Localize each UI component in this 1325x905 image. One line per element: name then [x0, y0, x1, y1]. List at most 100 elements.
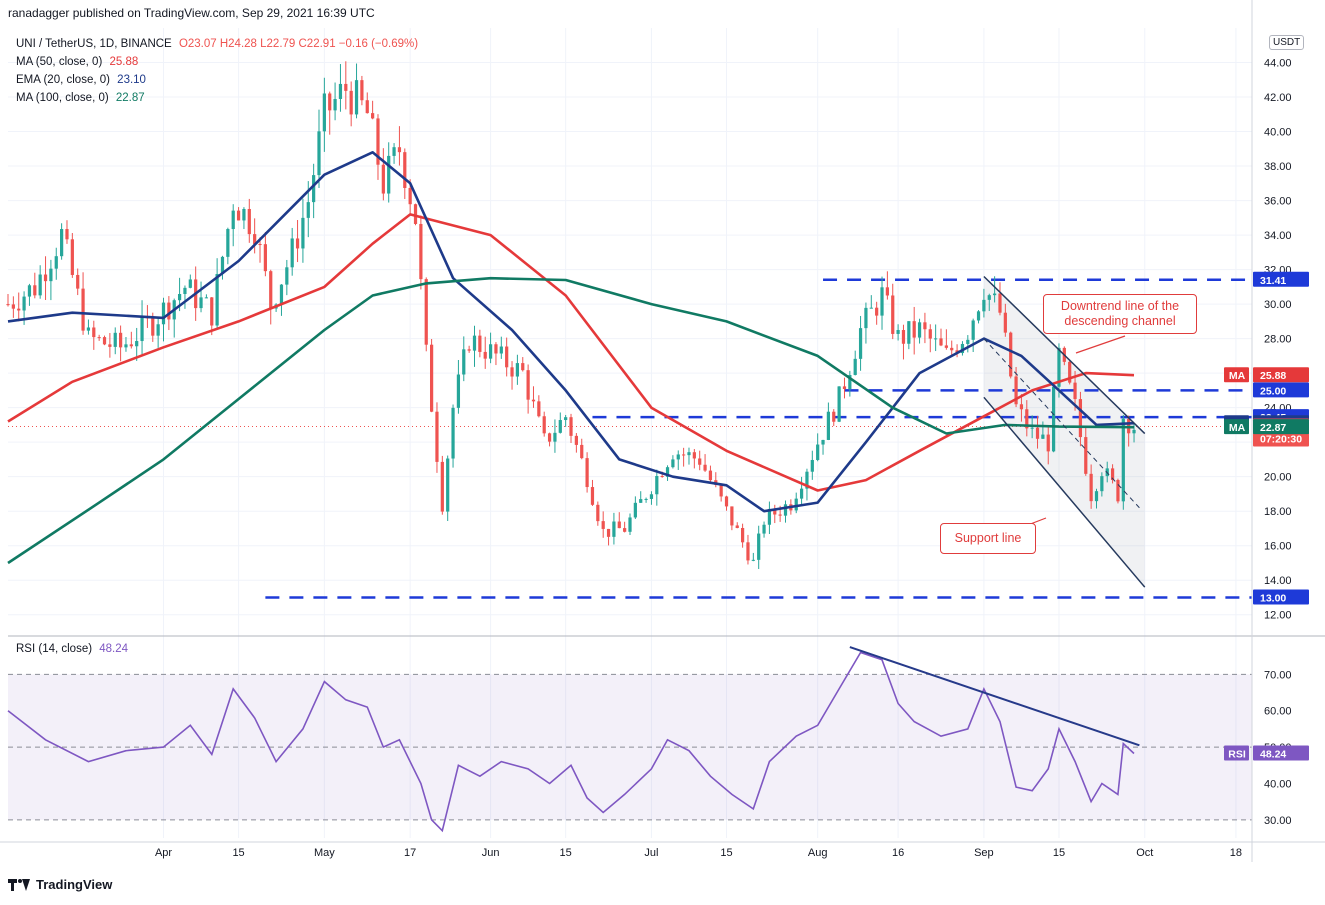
- x-tick-label: Jun: [482, 847, 500, 859]
- candle-body: [606, 528, 611, 537]
- level-tag-bg: [1253, 589, 1309, 605]
- candle-body: [494, 344, 498, 354]
- candle-body: [451, 407, 455, 459]
- candle-body: [413, 204, 418, 224]
- candle-body: [456, 374, 461, 408]
- currency-badge[interactable]: USDT: [1269, 35, 1305, 50]
- candle-body: [671, 459, 675, 468]
- candle-body: [65, 229, 69, 240]
- candle-body: [140, 316, 144, 342]
- candle-body: [644, 498, 648, 500]
- candle-body: [151, 318, 155, 336]
- y-tick-label: 40.00: [1264, 127, 1292, 139]
- candle-body: [183, 287, 187, 294]
- price-tag-tag: MA: [1229, 422, 1246, 434]
- candle-body: [290, 238, 294, 268]
- annotation-support[interactable]: Support line: [940, 523, 1036, 554]
- candle-body: [848, 374, 852, 389]
- candle-body: [188, 279, 192, 288]
- candle-body: [161, 302, 166, 325]
- candle-body: [510, 367, 514, 377]
- candle-body: [1110, 468, 1115, 480]
- candle-body: [301, 217, 305, 249]
- candle-body: [564, 417, 568, 421]
- candle-body: [826, 411, 831, 440]
- candle-body: [515, 363, 520, 377]
- candle-body: [1121, 418, 1125, 502]
- candle-body: [558, 420, 562, 433]
- candle-body: [617, 521, 621, 529]
- candle-body: [960, 343, 965, 354]
- candle-body: [816, 444, 820, 460]
- x-tick-label: Apr: [155, 847, 172, 859]
- x-tick-label: Sep: [974, 847, 994, 859]
- candle-body: [295, 238, 300, 249]
- candle-body: [17, 308, 21, 311]
- price-tag: 22.87 MA: [1224, 419, 1309, 435]
- legend-ma100-row[interactable]: MA (100, close, 0) 22.87: [16, 89, 418, 107]
- candle-body: [633, 502, 637, 518]
- candle-body: [156, 324, 160, 336]
- downtrend-line: [983, 275, 1146, 435]
- candle-body: [912, 321, 916, 338]
- candle-body: [263, 244, 267, 272]
- x-tick-label: Jul: [644, 847, 658, 859]
- candle-body: [934, 338, 938, 340]
- candle-body: [971, 320, 975, 340]
- candle-body: [1132, 429, 1136, 434]
- candle-body: [580, 444, 584, 459]
- ma100-line: [7, 276, 1135, 565]
- candle-body: [810, 459, 814, 472]
- candle-body: [124, 344, 128, 348]
- candle-body: [601, 521, 605, 529]
- support-line: [983, 396, 1146, 588]
- rsi-y-tick: 70.00: [1264, 669, 1292, 681]
- y-tick-label: 14.00: [1264, 575, 1292, 587]
- annotation-downtrend[interactable]: Downtrend line of the descending channel: [1043, 294, 1197, 334]
- legend-ema20-row[interactable]: EMA (20, close, 0) 23.10: [16, 71, 418, 89]
- candle-body: [665, 467, 670, 477]
- rsi-value: 48.24: [99, 643, 129, 655]
- price-tag-label: 22.87: [1260, 422, 1286, 434]
- candle-body: [917, 322, 922, 338]
- candle-body: [724, 496, 729, 507]
- rsi-legend[interactable]: RSI (14, close) 48.24: [16, 643, 128, 655]
- legend-ma50-row[interactable]: MA (50, close, 0) 25.88: [16, 53, 418, 71]
- candle-body: [590, 487, 595, 505]
- candle-body: [360, 80, 364, 101]
- candle-body: [129, 344, 133, 347]
- candle-body: [446, 458, 450, 512]
- y-tick-label: 34.00: [1264, 230, 1292, 242]
- candle-body: [783, 504, 788, 516]
- candle-body: [982, 299, 986, 312]
- candle-body: [215, 274, 219, 326]
- x-tick-label: May: [314, 847, 335, 859]
- candle-body: [976, 311, 981, 321]
- rsi-label: RSI (14, close): [16, 643, 93, 655]
- candle-body: [708, 470, 713, 481]
- candle-body: [1041, 434, 1045, 439]
- candle-body: [703, 464, 707, 471]
- candle-body: [864, 307, 868, 329]
- x-tick-label: 18: [1230, 847, 1242, 859]
- candle-body: [901, 330, 906, 344]
- legend-symbol-row[interactable]: UNI / TetherUS, 1D, BINANCE O23.07 H24.2…: [16, 35, 418, 53]
- candle-body: [1030, 427, 1034, 429]
- candle-body: [43, 274, 48, 282]
- candle-body: [757, 533, 761, 560]
- candle-body: [167, 302, 171, 320]
- tradingview-footer[interactable]: TradingView: [8, 877, 112, 892]
- candle-body: [1089, 473, 1093, 502]
- candle-body: [740, 527, 745, 543]
- chart-legend: UNI / TetherUS, 1D, BINANCE O23.07 H24.2…: [16, 35, 418, 107]
- candle-body: [907, 321, 911, 344]
- price-tag-sub: 07:20:30: [1260, 433, 1302, 445]
- candle-body: [210, 297, 214, 326]
- candle-body: [950, 347, 954, 351]
- legend-ma50-value: 25.88: [109, 56, 139, 68]
- y-tick-label: 20.00: [1264, 472, 1292, 484]
- ema20-line: [7, 151, 1135, 513]
- y-tick-label: 16.00: [1264, 541, 1292, 553]
